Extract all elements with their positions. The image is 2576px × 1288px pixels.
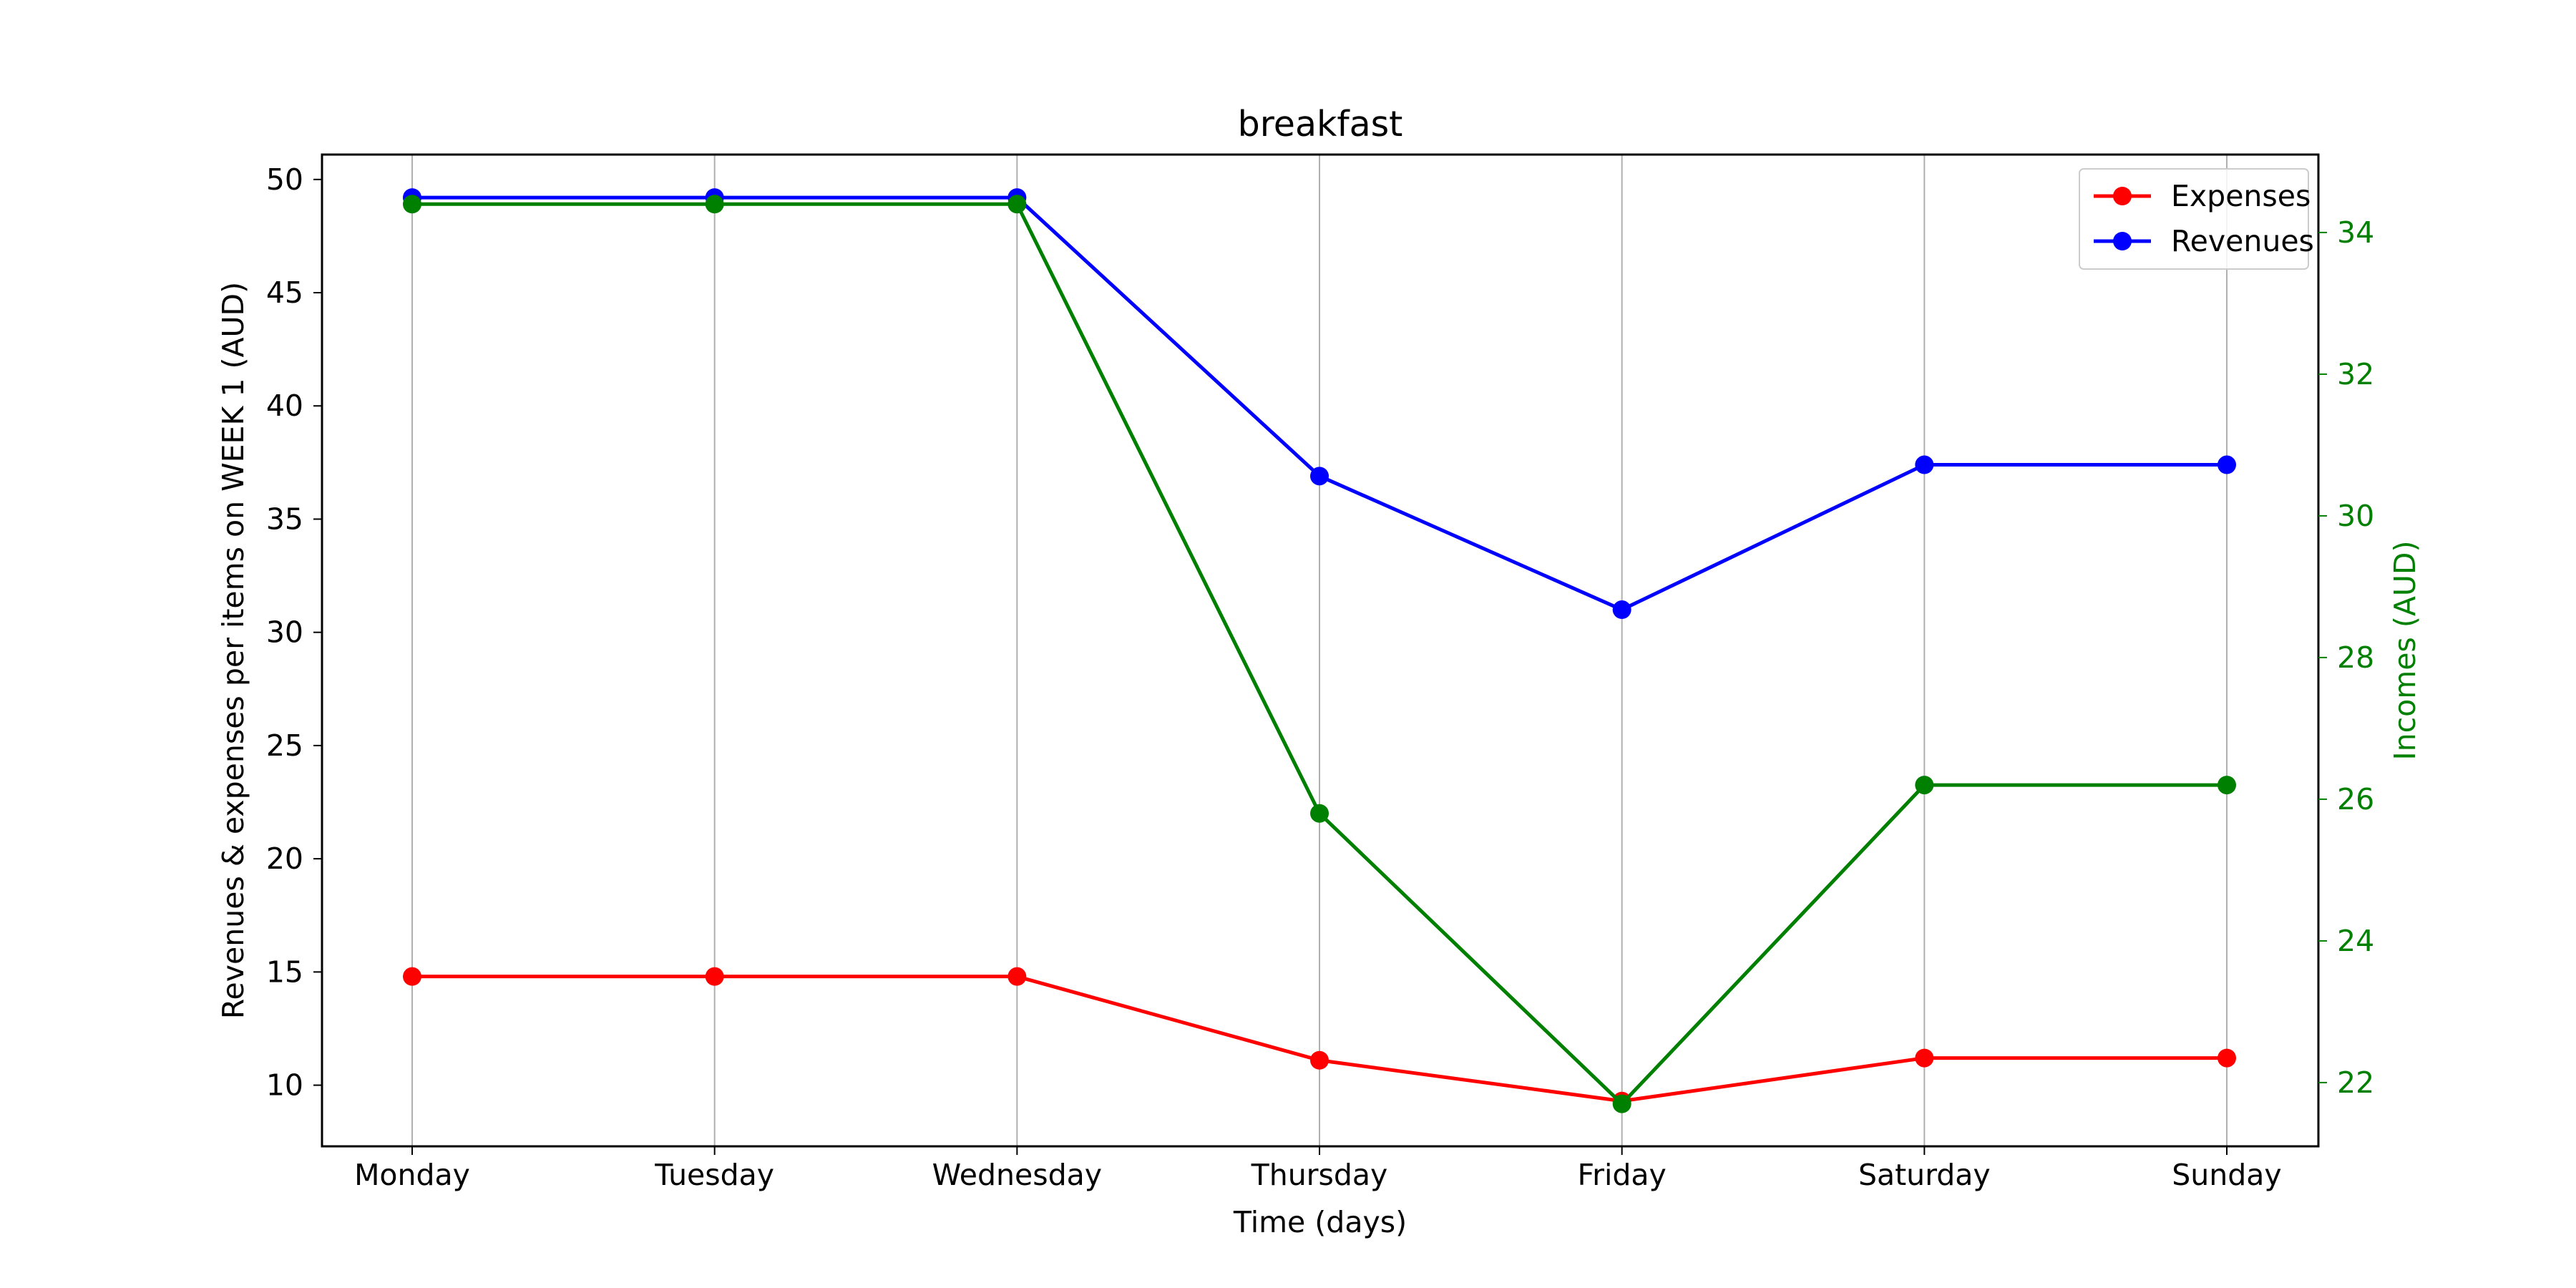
left-y-tick-label: 40: [266, 389, 303, 423]
left-y-tick-label: 35: [266, 502, 303, 536]
data-point: [1612, 1094, 1631, 1113]
data-point: [1915, 455, 1934, 474]
x-axis: Monday Tuesday Wednesday Thursday Friday Satu…: [354, 1146, 2282, 1192]
data-point: [1310, 1050, 1329, 1070]
data-point: [1310, 804, 1329, 823]
left-y-tick-label: 20: [266, 841, 303, 876]
right-y-tick-label: 32: [2337, 357, 2374, 391]
left-y-tick-label: 45: [266, 275, 303, 310]
x-tick-label: Tuesday: [654, 1158, 774, 1192]
data-point: [403, 967, 421, 986]
x-tick-label: Friday: [1578, 1158, 1667, 1192]
x-tick-label: Thursday: [1251, 1158, 1388, 1192]
left-y-axis-title: Revenues & expenses per items on WEEK 1 …: [216, 282, 250, 1019]
legend-label: Revenues: [2171, 224, 2314, 258]
right-y-axis-title: Incomes (AUD): [2388, 541, 2422, 761]
series-lines: [403, 188, 2236, 1113]
legend-label: Expenses: [2171, 179, 2311, 213]
data-point: [2218, 455, 2236, 474]
data-point: [1612, 600, 1631, 620]
series-group: [403, 967, 2236, 1111]
data-point: [1915, 1048, 1934, 1068]
right-y-tick-label: 22: [2337, 1065, 2374, 1100]
left-y-axis: 10 15 20 25 30 35 40 45 50: [266, 162, 322, 1103]
data-point: [705, 195, 724, 214]
right-y-tick-label: 34: [2337, 215, 2374, 250]
grid-lines: [411, 155, 2228, 1146]
x-tick-label: Saturday: [1858, 1158, 1991, 1192]
left-y-tick-label: 15: [266, 955, 303, 989]
legend-marker: [2113, 187, 2132, 205]
data-point: [1915, 776, 1934, 795]
right-y-axis: 22 24 26 28 30 32 34: [2318, 215, 2374, 1100]
data-point: [2218, 776, 2236, 795]
right-y-tick-label: 26: [2337, 782, 2374, 816]
legend: Expenses Revenues: [2079, 168, 2314, 270]
data-point: [403, 195, 421, 214]
data-point: [1310, 467, 1329, 486]
right-y-tick-label: 30: [2337, 499, 2374, 533]
legend-marker: [2113, 232, 2132, 250]
x-axis-title: Time (days): [1233, 1205, 1407, 1239]
left-y-tick-label: 50: [266, 162, 303, 197]
right-y-tick-label: 24: [2337, 924, 2374, 958]
x-tick-label: Sunday: [2172, 1158, 2281, 1192]
x-tick-label: Wednesday: [932, 1158, 1102, 1192]
series-group: [403, 195, 2236, 1113]
data-point: [1008, 195, 1027, 214]
left-y-tick-label: 25: [266, 728, 303, 763]
left-y-tick-label: 10: [266, 1068, 303, 1103]
x-tick-label: Monday: [354, 1158, 470, 1192]
legend-box: [2079, 168, 2309, 270]
right-y-tick-label: 28: [2337, 640, 2374, 675]
data-point: [705, 967, 724, 986]
left-y-tick-label: 30: [266, 615, 303, 650]
chart-title: breakfast: [1238, 104, 1403, 145]
data-point: [2218, 1048, 2236, 1068]
data-point: [1008, 967, 1027, 986]
